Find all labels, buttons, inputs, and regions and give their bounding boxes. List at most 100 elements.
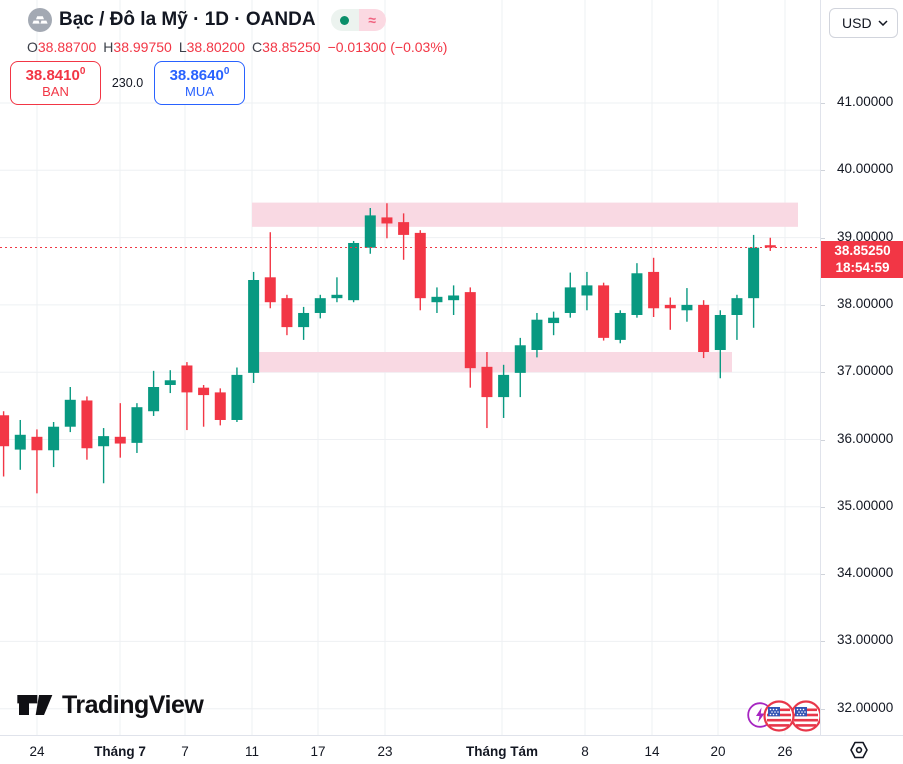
price-tick-mark bbox=[821, 506, 825, 508]
spread-value: 230.0 bbox=[111, 76, 144, 90]
candle-body bbox=[398, 222, 410, 235]
time-tick-label: 24 bbox=[29, 744, 45, 759]
candle-body bbox=[298, 312, 310, 328]
tradingview-logo-mark bbox=[17, 695, 53, 715]
candle-body bbox=[264, 277, 276, 303]
market-open-dot-icon bbox=[330, 9, 359, 31]
candle-body bbox=[331, 294, 343, 299]
candle-body bbox=[531, 319, 543, 350]
market-status-pill[interactable]: ≈ bbox=[330, 9, 386, 31]
candle-body bbox=[314, 298, 326, 313]
us-flag-event-icon[interactable] bbox=[763, 700, 795, 732]
time-tick-label: 26 bbox=[777, 744, 793, 759]
candle-body bbox=[464, 292, 476, 369]
candle-body bbox=[481, 366, 493, 398]
buy-button[interactable]: 38.86400 MUA bbox=[154, 61, 245, 105]
price-tick-mark bbox=[821, 170, 825, 172]
candle-body bbox=[181, 365, 193, 393]
price-axis[interactable]: 38.85250 18:54:59 41.00000 40.00000 39.000… bbox=[820, 0, 903, 735]
candle-body bbox=[714, 314, 726, 350]
currency-selector[interactable]: USD bbox=[829, 8, 898, 38]
price-tick-label: 40.00000 bbox=[837, 161, 894, 177]
symbol-title[interactable]: Bạc / Đô la Mỹ · 1D · OANDA bbox=[59, 9, 316, 30]
candle-body bbox=[431, 296, 443, 303]
approx-values-icon: ≈ bbox=[358, 9, 386, 31]
candle-body bbox=[81, 400, 93, 449]
price-tick-mark bbox=[821, 439, 825, 441]
candle-body bbox=[698, 304, 710, 353]
candle-body bbox=[164, 380, 176, 385]
candle-body bbox=[248, 279, 260, 373]
price-tick-mark bbox=[821, 237, 825, 239]
candle-body bbox=[64, 399, 76, 427]
us-flag-event-icon-2[interactable] bbox=[790, 700, 822, 732]
candle-body bbox=[214, 392, 226, 420]
silver-symbol-icon bbox=[28, 8, 52, 32]
close-label: C bbox=[252, 39, 263, 55]
buy-label: MUA bbox=[185, 83, 214, 99]
current-price-label: 38.85250 18:54:59 bbox=[821, 240, 903, 278]
time-tick-label: 17 bbox=[310, 744, 326, 759]
price-tick-label: 38.00000 bbox=[837, 295, 894, 311]
price-tick-label: 37.00000 bbox=[837, 363, 894, 379]
time-tick-label: 11 bbox=[244, 744, 260, 759]
candle-body bbox=[581, 285, 593, 296]
candle-body bbox=[764, 245, 776, 248]
candle-body bbox=[348, 242, 360, 301]
current-price-value: 38.85250 bbox=[834, 243, 891, 259]
price-tick-label: 36.00000 bbox=[837, 430, 894, 446]
price-tick-mark bbox=[821, 574, 825, 576]
candle-body bbox=[548, 317, 560, 324]
low-label: L bbox=[178, 39, 187, 55]
candle-body bbox=[98, 436, 110, 447]
open-label: O bbox=[27, 39, 38, 55]
price-tick-mark bbox=[821, 304, 825, 306]
support-zone[interactable] bbox=[257, 352, 732, 373]
close-value: 38.85250 bbox=[262, 39, 321, 55]
candle-body bbox=[231, 374, 243, 420]
candle-body bbox=[14, 434, 26, 450]
buy-price: 38.8640 bbox=[169, 67, 224, 85]
price-tick-label: 35.00000 bbox=[837, 497, 894, 513]
candle-body bbox=[364, 215, 376, 248]
candle-body bbox=[498, 374, 510, 398]
candle-body bbox=[648, 271, 660, 309]
time-tick-label: 23 bbox=[377, 744, 393, 759]
candle-body bbox=[664, 304, 676, 309]
time-axis[interactable]: 24 Tháng 7 7 11 17 23 Tháng Tám 8 14 20 26 bbox=[0, 735, 903, 764]
open-value: 38.88700 bbox=[37, 39, 97, 55]
time-tick-label: 7 bbox=[181, 744, 189, 759]
chart-canvas[interactable] bbox=[0, 0, 820, 735]
high-label: H bbox=[103, 39, 114, 55]
candle-body bbox=[0, 415, 10, 447]
time-tick-label: 14 bbox=[644, 744, 660, 759]
price-tick-label: 33.00000 bbox=[837, 632, 894, 648]
candle-body bbox=[598, 285, 610, 338]
trade-buttons: 38.84100 BAN 230.0 38.86400 MUA bbox=[10, 61, 245, 105]
sell-button[interactable]: 38.84100 BAN bbox=[10, 61, 101, 105]
candle-body bbox=[681, 304, 693, 311]
chart-pane[interactable] bbox=[0, 0, 820, 735]
sell-label: BAN bbox=[42, 83, 69, 99]
price-tick-label: 41.00000 bbox=[837, 94, 894, 109]
candle-body bbox=[614, 312, 626, 340]
candle-body bbox=[631, 273, 643, 315]
price-tick-label: 39.00000 bbox=[837, 228, 894, 244]
price-tick-label: 34.00000 bbox=[837, 565, 894, 581]
tradingview-logo[interactable]: TradingView bbox=[14, 690, 204, 720]
candle-body bbox=[514, 345, 526, 373]
time-tick-label: 8 bbox=[581, 744, 589, 759]
time-tick-label: Tháng 7 bbox=[94, 744, 146, 759]
chevron-down-icon bbox=[878, 20, 888, 26]
axis-settings-icon[interactable] bbox=[848, 739, 870, 761]
candle-body bbox=[281, 298, 293, 328]
candle-body bbox=[381, 217, 393, 224]
bar-countdown: 18:54:59 bbox=[835, 260, 890, 276]
resistance-zone[interactable] bbox=[252, 202, 798, 227]
change-value: −0.01300 (−0.03%) bbox=[327, 39, 448, 55]
candle-body bbox=[48, 426, 60, 451]
candle-body bbox=[448, 295, 460, 301]
candle-body bbox=[198, 387, 210, 396]
low-value: 38.80200 bbox=[186, 39, 246, 55]
